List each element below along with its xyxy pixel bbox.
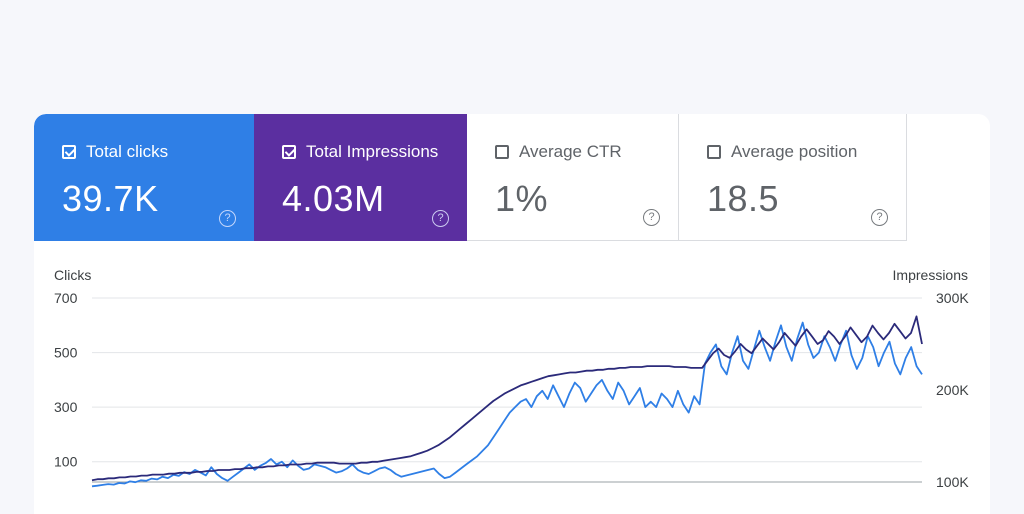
left-tick-label: 700 (54, 290, 78, 306)
metric-header: Total clicks (62, 142, 254, 162)
metric-cards: Total clicks 39.7K ? Total Impressions 4… (34, 114, 990, 241)
performance-panel: Total clicks 39.7K ? Total Impressions 4… (34, 114, 990, 514)
metric-label: Average CTR (519, 142, 622, 161)
metric-value: 39.7K (62, 178, 159, 219)
checkbox-checked-icon[interactable] (62, 145, 76, 159)
checkbox-unchecked-icon[interactable] (707, 145, 721, 159)
metric-header: Total Impressions (282, 142, 467, 162)
help-icon[interactable]: ? (871, 209, 888, 226)
metric-label: Total Impressions (306, 142, 439, 161)
right-tick-label: 200K (936, 382, 969, 398)
right-tick-label: 100K (936, 474, 969, 490)
right-tick-label: 300K (936, 290, 969, 306)
left-axis-title: Clicks (54, 267, 92, 283)
metric-header: Average CTR (495, 142, 678, 162)
help-icon[interactable]: ? (432, 210, 449, 227)
metric-card-total-clicks[interactable]: Total clicks 39.7K ? (34, 114, 254, 241)
metric-card-total-impressions[interactable]: Total Impressions 4.03M ? (254, 114, 467, 241)
left-tick-label: 300 (54, 399, 78, 415)
help-icon[interactable]: ? (219, 210, 236, 227)
checkbox-unchecked-icon[interactable] (495, 145, 509, 159)
metric-value: 1% (495, 178, 549, 219)
metric-header: Average position (707, 142, 906, 162)
right-axis-title: Impressions (892, 267, 968, 283)
metric-value: 18.5 (707, 178, 780, 219)
impressions-series-line (91, 315, 923, 482)
metric-label: Average position (731, 142, 858, 161)
metric-value: 4.03M (282, 178, 385, 219)
performance-chart: 100 300 500 700 100K 200K 300K (54, 290, 969, 490)
left-tick-label: 500 (54, 345, 78, 361)
checkbox-checked-icon[interactable] (282, 145, 296, 159)
help-icon[interactable]: ? (643, 209, 660, 226)
metric-card-average-ctr[interactable]: Average CTR 1% ? (467, 114, 679, 241)
metric-label: Total clicks (86, 142, 169, 161)
metric-card-average-position[interactable]: Average position 18.5 ? (679, 114, 907, 241)
left-tick-label: 100 (54, 454, 78, 470)
